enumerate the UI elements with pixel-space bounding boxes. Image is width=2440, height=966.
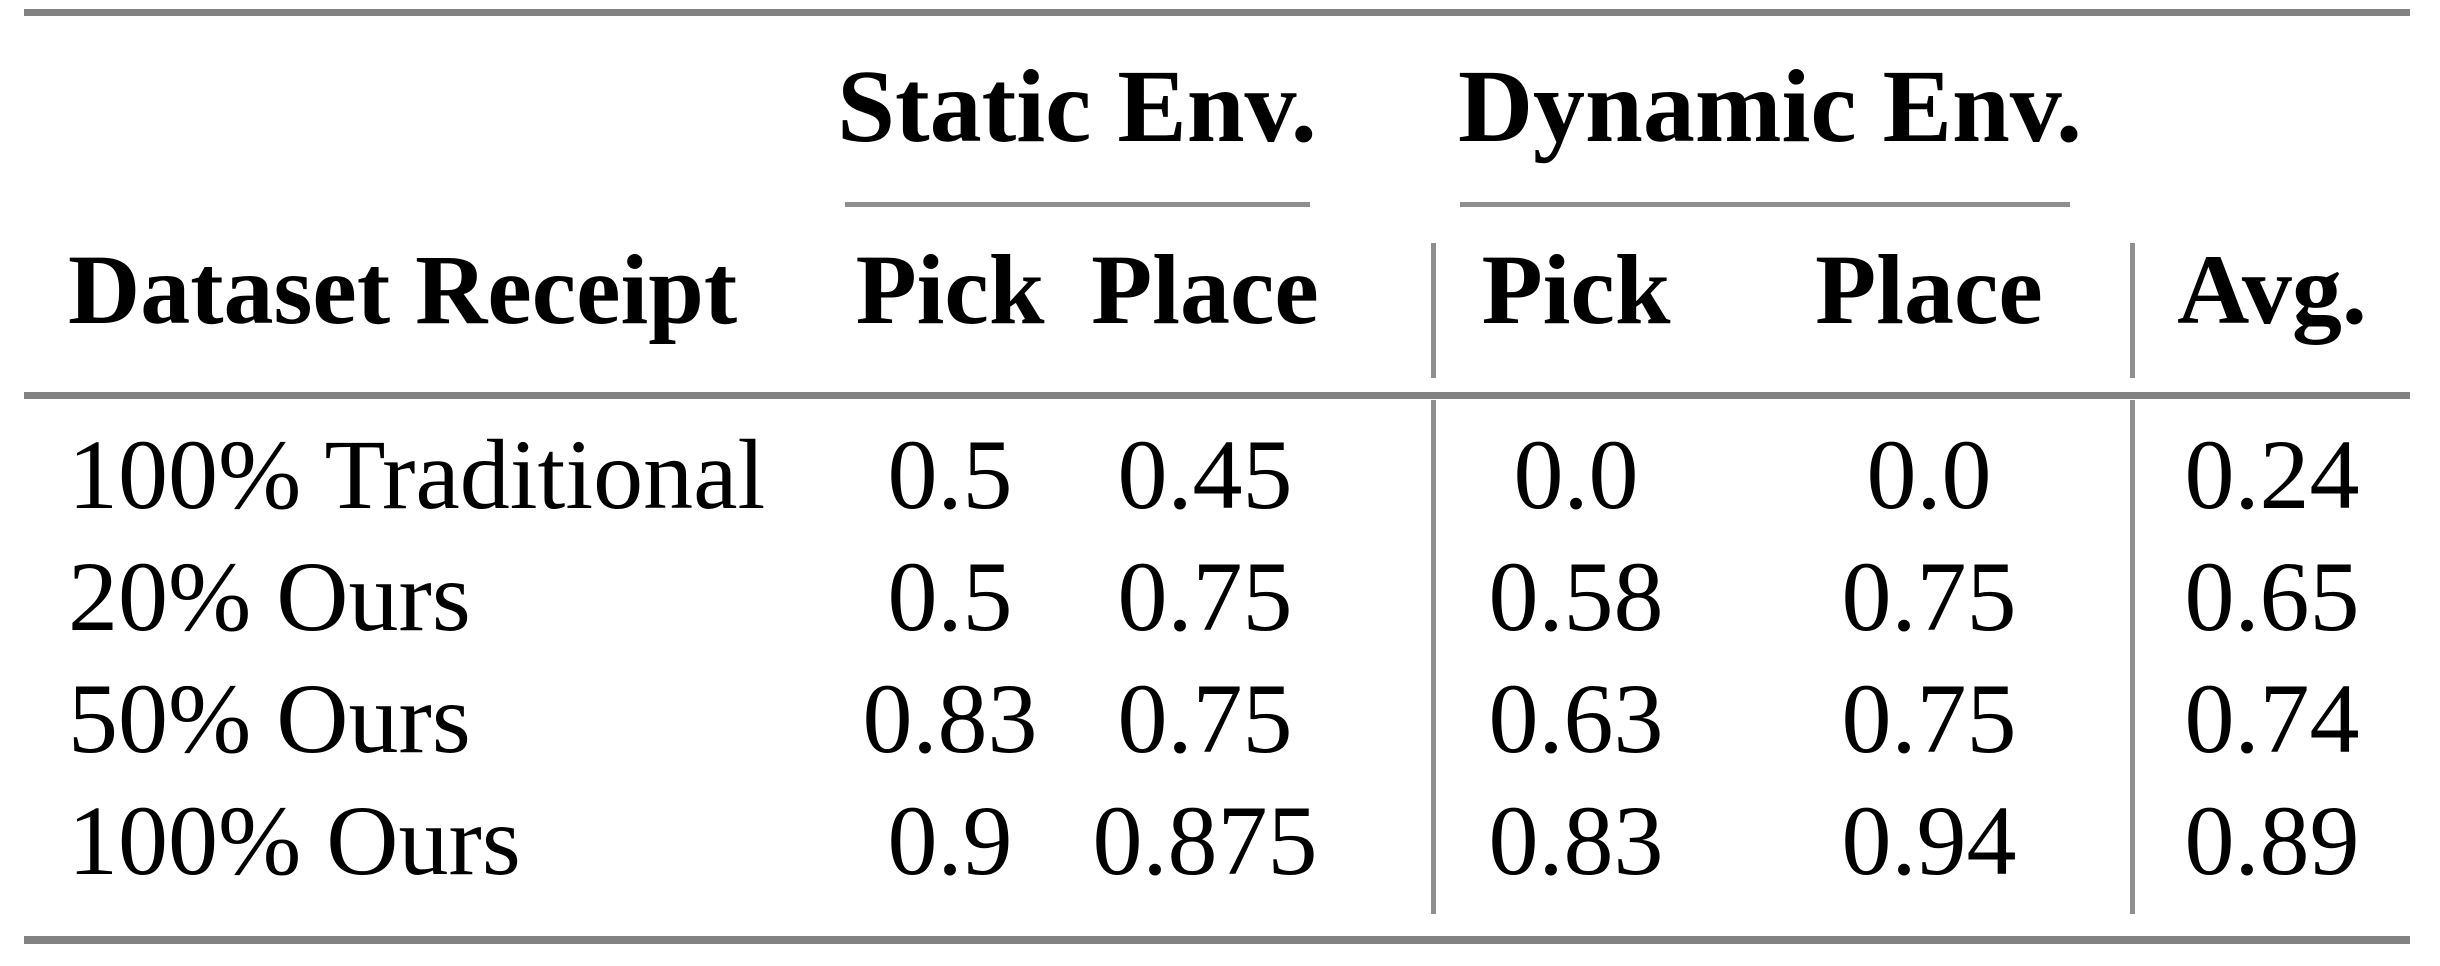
cell-static-place: 0.875	[1092, 785, 1318, 896]
cell-static-place: 0.75	[1117, 663, 1293, 774]
separator-static-dynamic-body	[1431, 400, 1436, 914]
header-bottom-rule	[24, 392, 2410, 399]
cell-dynamic-pick: 0.63	[1488, 663, 1664, 774]
separator-dynamic-avg-header	[2130, 243, 2135, 378]
dynamic-pick-header: Pick	[1481, 234, 1671, 345]
static-pick-header: Pick	[855, 234, 1045, 345]
row-label: 100% Traditional	[68, 419, 766, 530]
separator-dynamic-avg-body	[2130, 400, 2135, 914]
cell-dynamic-place: 0.75	[1841, 663, 2017, 774]
dynamic-env-cmidrule	[1460, 202, 2070, 207]
cell-dynamic-place: 0.0	[1866, 419, 1992, 530]
static-place-header: Place	[1091, 234, 1319, 345]
separator-static-dynamic-header	[1431, 243, 1436, 378]
cell-dynamic-pick: 0.83	[1488, 785, 1664, 896]
avg-header: Avg.	[2177, 234, 2367, 345]
dynamic-place-header: Place	[1815, 234, 2043, 345]
cell-dynamic-place: 0.75	[1841, 541, 2017, 652]
cell-avg: 0.24	[2184, 419, 2360, 530]
row-label: 50% Ours	[68, 663, 471, 774]
cell-avg: 0.65	[2184, 541, 2360, 652]
cell-dynamic-place: 0.94	[1841, 785, 2017, 896]
row-label: 100% Ours	[68, 785, 521, 896]
cell-dynamic-pick: 0.58	[1488, 541, 1664, 652]
cell-dynamic-pick: 0.0	[1513, 419, 1639, 530]
static-env-cmidrule	[845, 202, 1310, 207]
cell-avg: 0.89	[2184, 785, 2360, 896]
cell-static-place: 0.75	[1117, 541, 1293, 652]
cell-static-pick: 0.83	[862, 663, 1038, 774]
dynamic-env-group-header: Dynamic Env.	[1457, 49, 2083, 164]
top-rule	[24, 9, 2410, 16]
cell-static-pick: 0.5	[887, 419, 1013, 530]
static-env-group-header: Static Env.	[837, 49, 1317, 164]
cell-static-pick: 0.5	[887, 541, 1013, 652]
row-label: 20% Ours	[68, 541, 471, 652]
cell-static-pick: 0.9	[887, 785, 1013, 896]
cell-static-place: 0.45	[1117, 419, 1293, 530]
dataset-receipt-header: Dataset Receipt	[68, 234, 738, 345]
bottom-rule	[24, 936, 2410, 944]
cell-avg: 0.74	[2184, 663, 2360, 774]
